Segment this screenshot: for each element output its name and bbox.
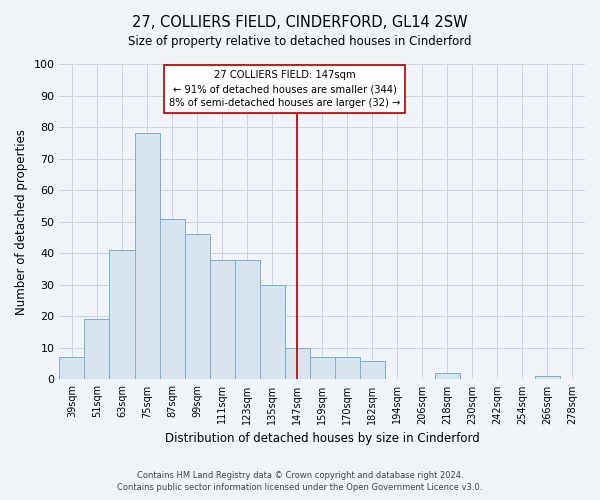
Bar [185, 234, 209, 380]
Bar [160, 218, 185, 380]
Bar [535, 376, 560, 380]
Bar [59, 358, 85, 380]
Bar [435, 373, 460, 380]
X-axis label: Distribution of detached houses by size in Cinderford: Distribution of detached houses by size … [165, 432, 479, 445]
Y-axis label: Number of detached properties: Number of detached properties [15, 128, 28, 314]
Bar [260, 285, 284, 380]
Bar [209, 260, 235, 380]
Text: Size of property relative to detached houses in Cinderford: Size of property relative to detached ho… [128, 35, 472, 48]
Bar [284, 348, 310, 380]
Bar [310, 358, 335, 380]
Bar [335, 358, 360, 380]
Bar [360, 360, 385, 380]
Text: Contains HM Land Registry data © Crown copyright and database right 2024.
Contai: Contains HM Land Registry data © Crown c… [118, 471, 482, 492]
Bar [109, 250, 134, 380]
Text: 27, COLLIERS FIELD, CINDERFORD, GL14 2SW: 27, COLLIERS FIELD, CINDERFORD, GL14 2SW [132, 15, 468, 30]
Text: 27 COLLIERS FIELD: 147sqm
← 91% of detached houses are smaller (344)
8% of semi-: 27 COLLIERS FIELD: 147sqm ← 91% of detac… [169, 70, 400, 108]
Bar [85, 320, 109, 380]
Bar [235, 260, 260, 380]
Bar [134, 134, 160, 380]
